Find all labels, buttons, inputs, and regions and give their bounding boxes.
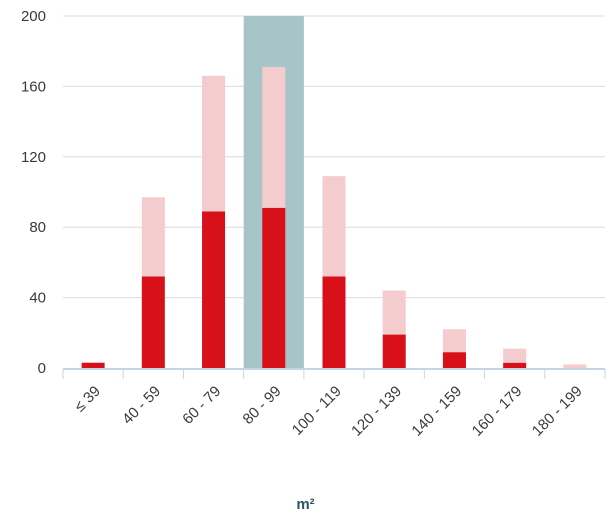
y-tick-label-120: 120 xyxy=(21,149,46,166)
x-tick-label-3: 80 - 99 xyxy=(240,383,285,428)
bar-1-5 xyxy=(382,290,406,335)
bars xyxy=(81,67,587,368)
y-tick-label-40: 40 xyxy=(29,290,46,307)
bar-0-3 xyxy=(262,207,286,368)
x-tick-label-5: 120 - 139 xyxy=(348,383,405,440)
y-tick-label-200: 200 xyxy=(21,8,46,25)
bar-1-4 xyxy=(322,176,346,277)
bar-1-7 xyxy=(503,348,527,363)
x-tick-label-1: 40 - 59 xyxy=(119,383,164,428)
bar-0-6 xyxy=(442,352,466,368)
bar-0-4 xyxy=(322,276,346,368)
x-tick-label-2: 60 - 79 xyxy=(179,383,224,428)
y-tick-label-160: 160 xyxy=(21,78,46,95)
x-tick-label-6: 140 - 159 xyxy=(408,383,465,440)
bar-1-6 xyxy=(442,329,466,353)
x-tick-label-4: 100 - 119 xyxy=(289,383,345,439)
bar-0-1 xyxy=(141,276,165,368)
bar-1-1 xyxy=(141,197,165,277)
x-tick-label-0: ≤ 39 xyxy=(71,383,104,416)
y-tick-labels: 0 40 80 120 160 200 xyxy=(21,8,46,377)
y-tick-label-80: 80 xyxy=(29,219,46,236)
bar-0-7 xyxy=(503,362,527,368)
bar-0-0 xyxy=(81,362,105,368)
x-axis-title: m² xyxy=(296,496,315,513)
bar-1-3 xyxy=(262,67,286,208)
bar-0-5 xyxy=(382,334,406,368)
x-tick-label-8: 180 - 199 xyxy=(529,383,586,440)
bar-1-8 xyxy=(563,364,587,368)
bar-1-2 xyxy=(202,75,226,212)
x-axis xyxy=(62,368,606,379)
x-tick-labels: ≤ 39 40 - 59 60 - 79 80 - 99 100 - 119 120 - … xyxy=(71,383,585,440)
x-tick-label-7: 160 - 179 xyxy=(469,383,526,440)
y-tick-label-0: 0 xyxy=(38,360,46,377)
bar-0-2 xyxy=(202,211,226,368)
